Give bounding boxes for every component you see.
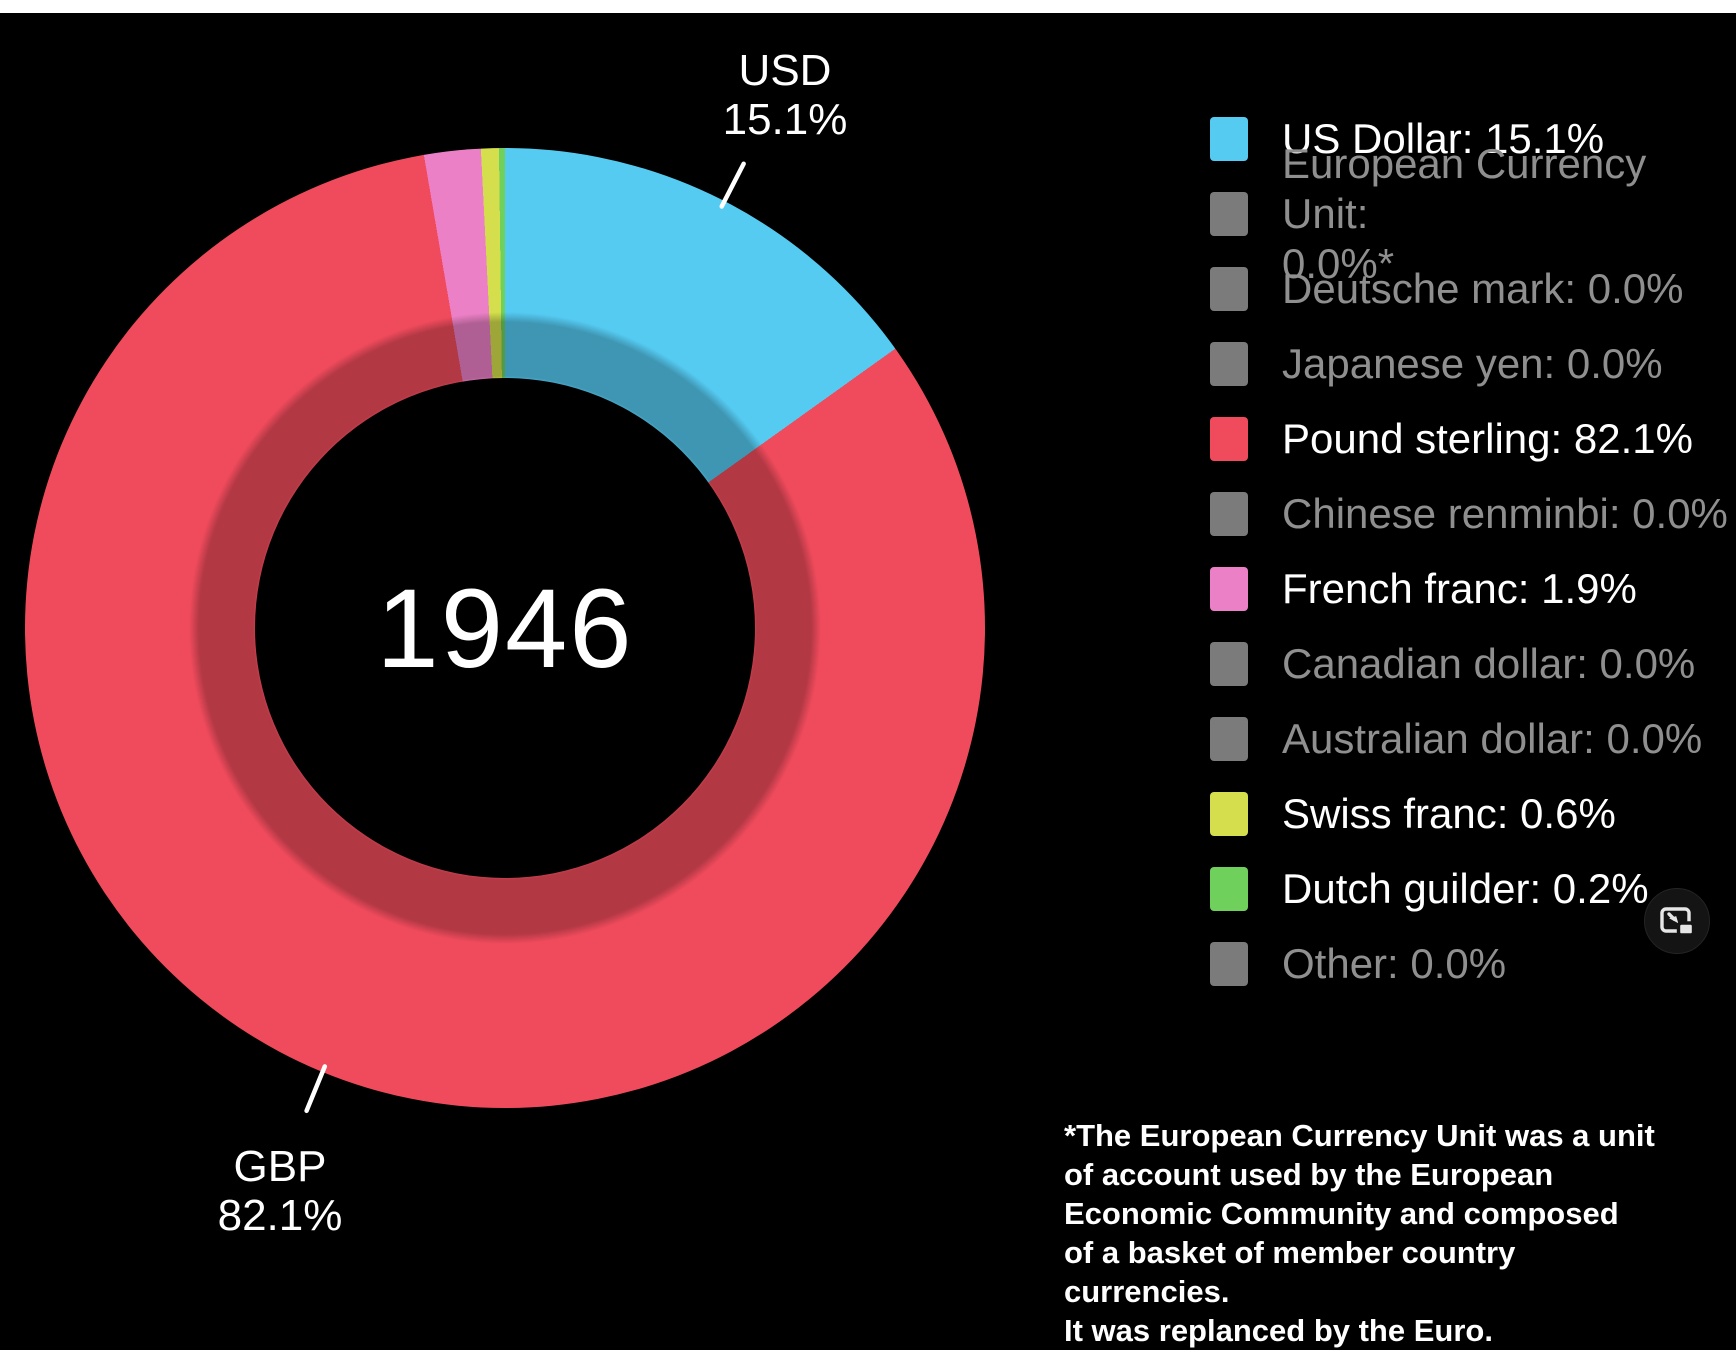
legend-item-dutch-guilder: Dutch guilder: 0.2% [1210, 851, 1736, 926]
footnote-line: of a basket of member country currencies… [1064, 1235, 1516, 1309]
legend: US Dollar: 15.1% European Currency Unit: … [1210, 101, 1736, 1001]
legend-item-us-dollar: US Dollar: 15.1% [1210, 101, 1736, 176]
legend-label-pound-sterling: Pound sterling: 82.1% [1282, 414, 1693, 462]
legend-swatch-japanese-yen [1210, 341, 1248, 386]
legend-label-swiss-franc: Swiss franc: 0.6% [1282, 789, 1616, 837]
legend-label-us-dollar: US Dollar: 15.1% [1282, 114, 1605, 162]
legend-swatch-french-franc [1210, 566, 1248, 611]
footnote: *The European Currency Unit was a unit o… [1064, 1116, 1684, 1350]
legend-swatch-canadian-dollar [1210, 641, 1248, 686]
legend-item-australian-dollar: Australian dollar: 0.0% [1210, 701, 1736, 776]
footnote-line: It was replanced by the Euro. [1064, 1313, 1493, 1348]
legend-label-dutch-guilder: Dutch guilder: 0.2% [1282, 864, 1649, 912]
legend-label-japanese-yen: Japanese yen: 0.0% [1282, 339, 1663, 387]
picture-in-picture-expand-icon [1660, 907, 1696, 937]
legend-swatch-chinese-renminbi [1210, 491, 1248, 536]
legend-swatch-pound-sterling [1210, 416, 1248, 461]
video-progress-strip [0, 0, 1736, 13]
legend-item-french-franc: French franc: 1.9% [1210, 551, 1736, 626]
legend-swatch-swiss-franc [1210, 791, 1248, 836]
callout-usd-title: USD [738, 46, 832, 95]
footnote-line: of account used by the European [1064, 1157, 1554, 1192]
legend-item-other: Other: 0.0% [1210, 926, 1736, 1001]
callout-gbp: GBP 82.1% [130, 1142, 430, 1240]
donut-hole [255, 378, 755, 878]
legend-item-japanese-yen: Japanese yen: 0.0% [1210, 326, 1736, 401]
legend-item-deutsche-mark: Deutsche mark: 0.0% [1210, 251, 1736, 326]
legend-label-australian-dollar: Australian dollar: 0.0% [1282, 714, 1703, 762]
callout-gbp-title: GBP [233, 1142, 327, 1191]
legend-swatch-dutch-guilder [1210, 866, 1248, 911]
legend-item-canadian-dollar: Canadian dollar: 0.0% [1210, 626, 1736, 701]
legend-item-pound-sterling: Pound sterling: 82.1% [1210, 401, 1736, 476]
legend-label-european-currency-unit: European Currency Unit: 0.0%* [1282, 139, 1647, 287]
callout-usd-value: 15.1% [722, 95, 848, 144]
legend-label-canadian-dollar: Canadian dollar: 0.0% [1282, 639, 1696, 687]
legend-label-chinese-renminbi: Chinese renminbi: 0.0% [1282, 489, 1728, 537]
legend-swatch-european-currency-unit [1210, 191, 1248, 236]
legend-swatch-australian-dollar [1210, 716, 1248, 761]
footnote-line: *The European Currency Unit was a unit [1064, 1118, 1655, 1153]
legend-swatch-other [1210, 941, 1248, 986]
legend-swatch-us-dollar [1210, 116, 1248, 161]
callout-usd: USD 15.1% [635, 46, 935, 144]
legend-item-chinese-renminbi: Chinese renminbi: 0.0% [1210, 476, 1736, 551]
callout-gbp-value: 82.1% [217, 1191, 343, 1240]
footnote-line: Economic Community and composed [1064, 1196, 1619, 1231]
legend-label-deutsche-mark: Deutsche mark: 0.0% [1282, 264, 1684, 312]
legend-label-other: Other: 0.0% [1282, 939, 1507, 987]
legend-swatch-deutsche-mark [1210, 266, 1248, 311]
legend-label-french-franc: French franc: 1.9% [1282, 564, 1637, 612]
legend-item-european-currency-unit: European Currency Unit: 0.0%* [1210, 140, 1736, 287]
legend-item-swiss-franc: Swiss franc: 0.6% [1210, 776, 1736, 851]
center-year-label: 1946 [376, 565, 634, 691]
pip-button[interactable] [1644, 888, 1710, 954]
